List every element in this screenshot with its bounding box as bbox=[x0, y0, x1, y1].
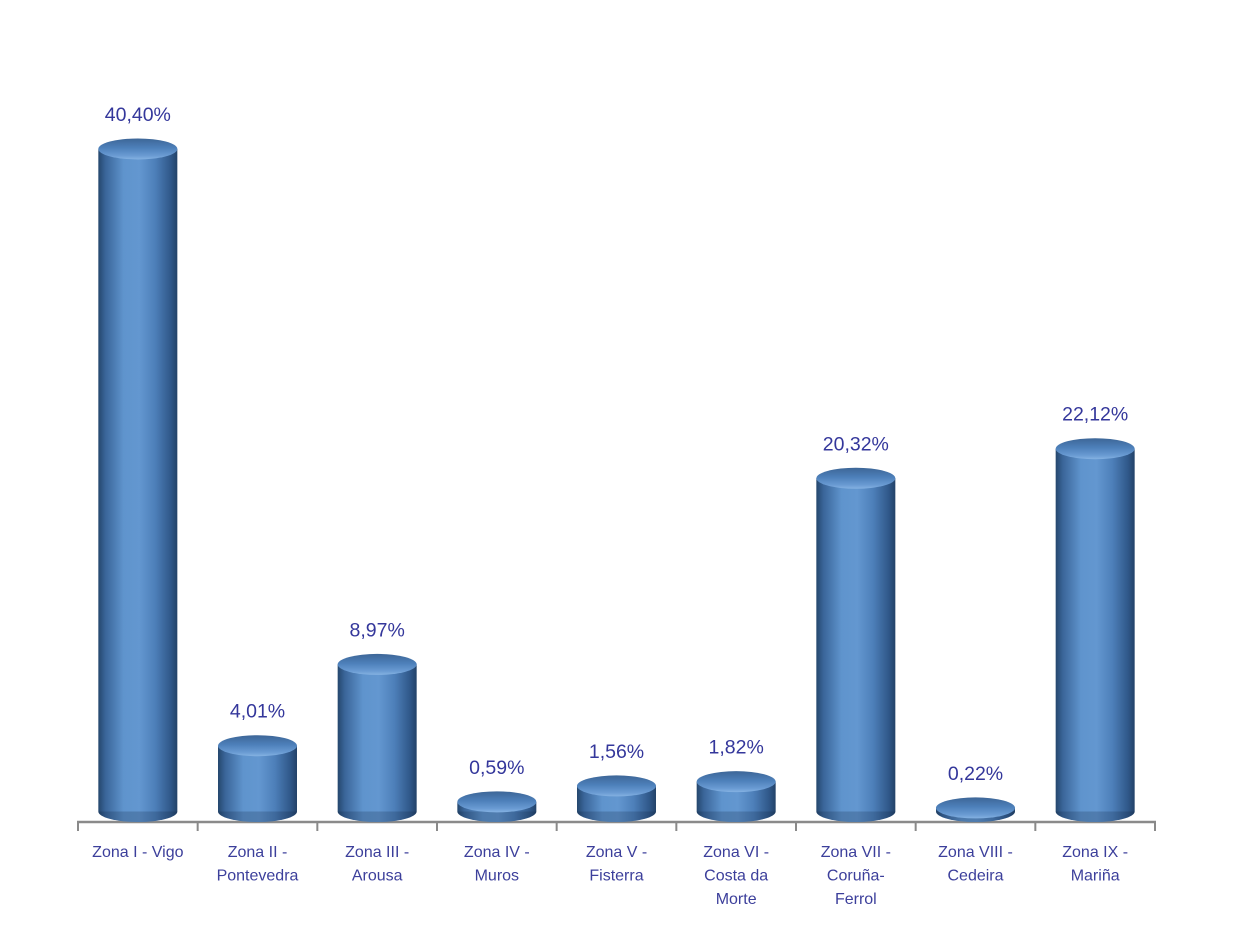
category-label: Zona V -Fisterra bbox=[586, 844, 647, 885]
category-label: Zona II -Pontevedra bbox=[217, 844, 299, 885]
bar-cylinder-6: 1,82% Zona VI -Costa da Morte bbox=[696, 737, 776, 908]
bar-top-face bbox=[98, 138, 178, 160]
value-label: 22,12% bbox=[1062, 404, 1128, 426]
bar-cylinder-4: 0,59% Zona IV -Muros bbox=[457, 757, 537, 885]
category-label: Zona IX -Mariña bbox=[1062, 844, 1128, 885]
bar-cylinder-2: 4,01% Zona II -Pontevedra bbox=[217, 701, 299, 885]
category-label: Zona VII -Coruña-Ferrol bbox=[821, 844, 891, 908]
bar-body bbox=[337, 664, 417, 822]
bar-cylinder-9: 22,12% Zona IX -Mariña bbox=[1055, 404, 1135, 885]
bar-top-face bbox=[577, 775, 656, 797]
bar-top-face bbox=[936, 797, 1015, 819]
bar-bottom-shade bbox=[457, 811, 537, 822]
bar-top-face bbox=[816, 467, 896, 489]
bar-bottom-shade bbox=[577, 811, 656, 822]
bar-top-face bbox=[218, 735, 297, 757]
bar-body bbox=[1055, 448, 1135, 822]
bar-cylinder-1: 40,40% Zona I - Vigo bbox=[92, 104, 183, 861]
bar-body bbox=[696, 781, 776, 822]
category-label: Zona VIII -Cedeira bbox=[938, 844, 1013, 885]
bar-bottom-shade bbox=[98, 811, 178, 822]
category-label: Zona IV -Muros bbox=[464, 844, 530, 885]
bar-body bbox=[816, 478, 896, 822]
bar-cylinder-8: 0,22% Zona VIII -Cedeira bbox=[936, 763, 1015, 885]
value-label: 4,01% bbox=[230, 701, 285, 723]
bar-cylinder-3: 8,97% Zona III -Arousa bbox=[337, 619, 417, 885]
bar-bottom-shade bbox=[218, 811, 297, 822]
bar-bottom-shade bbox=[337, 811, 417, 822]
value-label: 20,32% bbox=[823, 433, 889, 455]
value-label: 40,40% bbox=[105, 104, 171, 126]
value-label: 8,97% bbox=[350, 619, 405, 641]
bar-body bbox=[218, 745, 297, 822]
value-label: 1,56% bbox=[589, 741, 644, 763]
bar-cylinder-5: 1,56% Zona V -Fisterra bbox=[577, 741, 656, 885]
value-label: 0,22% bbox=[948, 763, 1003, 785]
bar-top-face bbox=[457, 791, 537, 813]
bar-bottom-shade bbox=[1055, 811, 1135, 822]
value-label: 0,59% bbox=[469, 757, 524, 779]
bar-top-face bbox=[337, 653, 417, 675]
bar-bottom-shade bbox=[816, 811, 896, 822]
bar-body bbox=[98, 148, 178, 822]
category-label: Zona I - Vigo bbox=[92, 844, 183, 861]
bar-bottom-shade bbox=[696, 811, 776, 822]
bar-cylinder-7: 20,32% Zona VII -Coruña-Ferrol bbox=[816, 433, 896, 908]
category-label: Zona VI -Costa da Morte bbox=[703, 844, 769, 908]
category-label: Zona III -Arousa bbox=[345, 844, 409, 885]
bar-top-face bbox=[1055, 438, 1135, 460]
value-label: 1,82% bbox=[709, 737, 764, 759]
bar-top-face bbox=[696, 771, 776, 793]
